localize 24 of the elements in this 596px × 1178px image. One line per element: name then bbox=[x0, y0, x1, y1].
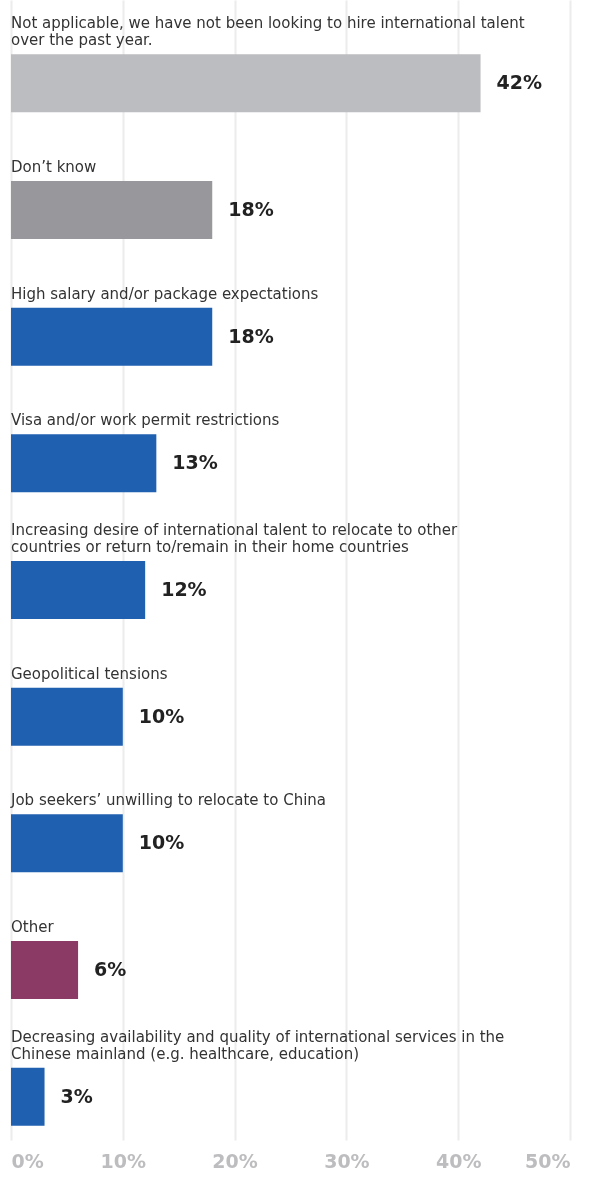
y-tick-label: High salary and/or package expectations bbox=[11, 284, 319, 303]
x-tick-label: 30% bbox=[324, 1149, 370, 1172]
data-label: 18% bbox=[228, 198, 274, 220]
y-tick-label: Increasing desire of international talent to relocate to other countries or return to/remain in their home countries bbox=[11, 521, 459, 556]
x-tick-label: 50% bbox=[525, 1149, 571, 1172]
data-label: 42% bbox=[496, 71, 543, 94]
y-tick-label: Don’t know bbox=[11, 158, 97, 176]
y-tick-label: Decreasing availability and quality of international services in the Chinese mainland (e.g. healthcare, education) bbox=[11, 1027, 505, 1063]
y-tick-label: Other bbox=[11, 918, 55, 936]
y-tick-label: Not applicable, we have not been looking to hire international talent over the past year. bbox=[11, 14, 525, 50]
data-label: 3% bbox=[60, 1084, 93, 1107]
y-tick-label: Geopolitical tensions bbox=[11, 664, 168, 683]
data-label: 12% bbox=[161, 578, 207, 600]
data-label: 18% bbox=[228, 324, 274, 347]
x-tick-label: 20% bbox=[212, 1149, 258, 1172]
y-tick-label: Visa and/or work permit restrictions bbox=[11, 411, 280, 430]
data-label: 13% bbox=[172, 451, 218, 474]
data-label: 10% bbox=[138, 831, 185, 854]
data-label: 6% bbox=[94, 958, 127, 980]
x-tick-label: 0% bbox=[11, 1149, 44, 1172]
y-tick-label: Job seekers’ unwilling to relocate to China bbox=[10, 791, 327, 810]
x-tick-label: 10% bbox=[100, 1149, 147, 1172]
x-tick-label: 40% bbox=[435, 1149, 482, 1172]
data-label: 10% bbox=[138, 704, 185, 727]
